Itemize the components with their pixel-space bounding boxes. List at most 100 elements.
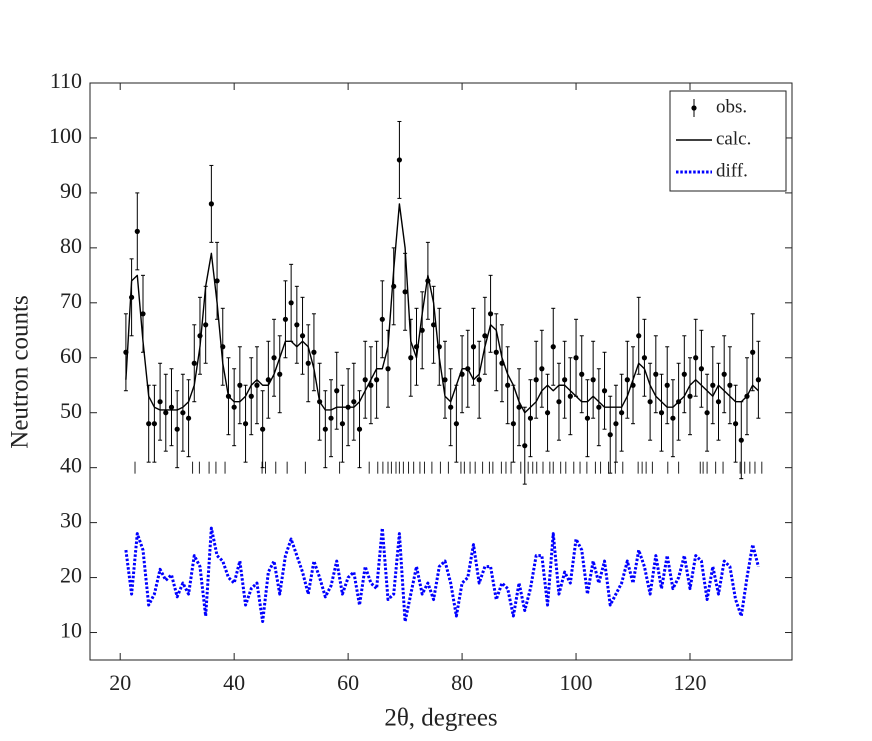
- legend-box: [669, 90, 787, 192]
- obs-point: [647, 399, 653, 405]
- obs-point: [601, 388, 608, 394]
- obs-point: [698, 366, 705, 372]
- obs-point: [362, 377, 368, 383]
- obs-point: [596, 404, 602, 410]
- obs-point: [567, 393, 573, 399]
- obs-point: [573, 355, 579, 361]
- x-tick-label: 40: [223, 670, 245, 695]
- obs-point: [738, 437, 744, 443]
- obs-point: [385, 366, 391, 372]
- obs-point: [442, 377, 448, 383]
- legend-label: diff.: [716, 160, 748, 181]
- obs-point: [351, 399, 357, 405]
- obs-point: [527, 415, 534, 421]
- obs-point: [311, 349, 317, 355]
- obs-point: [470, 344, 477, 350]
- calc-line: [125, 203, 759, 414]
- obs-point: [448, 404, 454, 410]
- obs-point: [715, 399, 722, 405]
- obs-point: [721, 371, 727, 377]
- obs-point: [146, 421, 152, 427]
- obs-point: [590, 377, 596, 383]
- obs-point: [128, 294, 135, 300]
- obs-point: [607, 432, 613, 438]
- obs-point: [533, 377, 539, 383]
- obs-point: [356, 426, 363, 432]
- obs-point: [664, 382, 670, 388]
- obs-point: [579, 371, 585, 377]
- obs-point: [732, 421, 739, 427]
- obs-point: [544, 410, 551, 416]
- obs-point: [522, 443, 528, 449]
- obs-point: [505, 382, 511, 388]
- obs-point: [487, 311, 494, 317]
- obs-point: [727, 382, 733, 388]
- obs-point: [185, 415, 192, 421]
- obs-point: [254, 382, 260, 388]
- obs-point: [294, 322, 300, 328]
- obs-point: [271, 355, 277, 361]
- obs-point: [151, 421, 157, 427]
- obs-point: [539, 366, 545, 372]
- obs-point: [510, 421, 516, 427]
- y-tick-label: 80: [60, 233, 82, 258]
- obs-point: [687, 393, 693, 399]
- obs-point: [140, 311, 146, 317]
- obs-point: [681, 371, 687, 377]
- obs-point: [379, 316, 385, 322]
- obs-point: [556, 399, 562, 405]
- obs-point: [265, 377, 271, 383]
- plot-frame: [89, 82, 793, 661]
- x-tick-label: 100: [560, 670, 593, 695]
- legend-swatch: [691, 105, 697, 111]
- obs-point: [653, 371, 659, 377]
- obs-point: [482, 333, 488, 339]
- obs-point: [299, 333, 306, 339]
- obs-point: [693, 355, 699, 361]
- obs-point: [168, 404, 175, 410]
- obs-point: [613, 421, 619, 427]
- obs-point: [242, 421, 249, 427]
- obs-point: [658, 410, 665, 416]
- obs-point: [374, 377, 380, 383]
- y-tick-label: 70: [60, 288, 82, 313]
- y-axis-label: Neutron counts: [7, 295, 34, 448]
- obs-point: [163, 410, 169, 416]
- obs-point: [305, 360, 311, 366]
- obs-point: [174, 426, 180, 432]
- y-tick-label: 20: [60, 563, 82, 588]
- legend-label: calc.: [716, 128, 751, 149]
- obs-point: [191, 360, 197, 366]
- obs-point: [180, 410, 186, 416]
- obs-point: [402, 289, 408, 295]
- obs-point: [619, 410, 625, 416]
- obs-point: [755, 377, 761, 383]
- obs-point: [550, 344, 556, 350]
- obs-point: [334, 388, 340, 394]
- obs-point: [476, 377, 482, 383]
- legend-label: obs.: [716, 96, 747, 117]
- obs-point: [636, 333, 642, 339]
- obs-point: [408, 355, 414, 361]
- obs-point: [237, 382, 243, 388]
- obs-point: [214, 278, 220, 284]
- y-tick-label: 110: [50, 68, 82, 93]
- x-tick-label: 20: [109, 670, 131, 695]
- obs-point: [231, 404, 237, 410]
- obs-point: [248, 393, 254, 399]
- y-tick-label: 10: [60, 618, 82, 643]
- x-axis-label: 2θ, degrees: [384, 705, 497, 732]
- obs-point: [670, 415, 676, 421]
- obs-point: [453, 421, 459, 427]
- obs-point: [396, 157, 403, 163]
- obs-point: [328, 415, 334, 421]
- obs-point: [157, 399, 163, 405]
- obs-point: [493, 349, 499, 355]
- obs-point: [641, 355, 648, 361]
- obs-point: [208, 201, 214, 207]
- y-tick-label: 100: [49, 123, 82, 148]
- obs-point: [277, 371, 283, 377]
- obs-point: [288, 300, 294, 306]
- obs-point: [430, 322, 437, 328]
